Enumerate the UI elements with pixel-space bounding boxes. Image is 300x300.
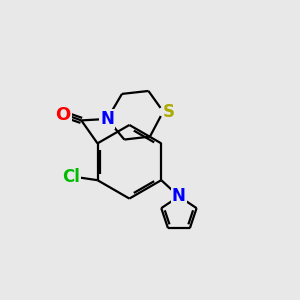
- Text: Cl: Cl: [62, 168, 80, 186]
- Text: N: N: [172, 188, 186, 206]
- Text: N: N: [100, 110, 114, 128]
- Text: S: S: [163, 103, 175, 121]
- Text: N: N: [100, 110, 114, 128]
- Text: N: N: [172, 188, 186, 206]
- Text: O: O: [56, 106, 71, 124]
